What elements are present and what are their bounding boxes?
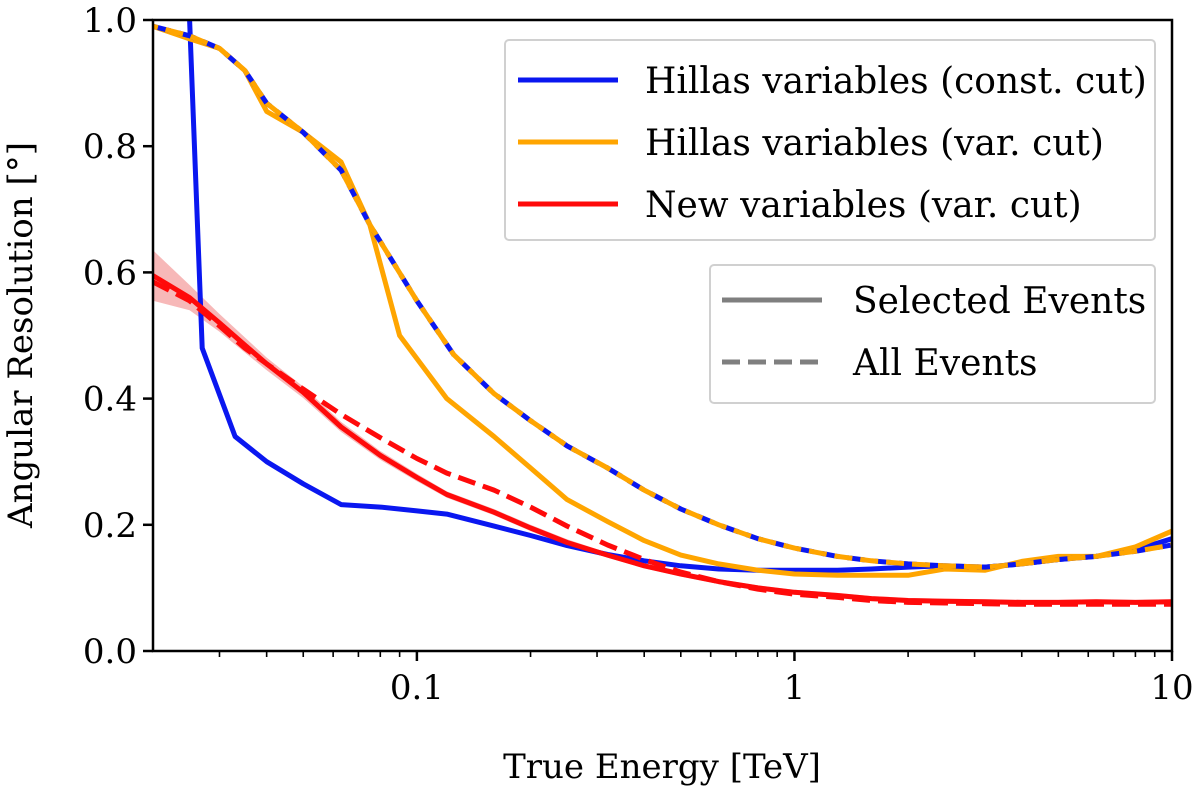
tick-layer: 0.0 0.2 0.4 0.6 0.8 1.0 0.1 1 10 bbox=[83, 1, 1194, 708]
plot-frame bbox=[151, 18, 1174, 653]
y-axis-label: Angular Resolution [°] bbox=[1, 142, 41, 529]
x-tick-label: 0.1 bbox=[390, 668, 444, 708]
y-tick-label: 0.6 bbox=[83, 253, 137, 293]
legend-styles: Selected Events All Events bbox=[709, 264, 1156, 404]
x-tick-label: 10 bbox=[1150, 668, 1193, 708]
legend-style-label: All Events bbox=[852, 343, 1038, 384]
y-tick-label: 1.0 bbox=[83, 1, 137, 41]
x-axis-label: True Energy [TeV] bbox=[503, 747, 821, 787]
legend-methods: Hillas variables (const. cut) Hillas vari… bbox=[504, 39, 1156, 241]
y-tick-label: 0.8 bbox=[83, 127, 137, 167]
new-var-all-events-line bbox=[153, 279, 1172, 607]
y-tick-label: 0.2 bbox=[83, 506, 137, 546]
y-tick-label: 0.4 bbox=[83, 380, 137, 420]
legend-method-label: Hillas variables (const. cut) bbox=[645, 61, 1147, 102]
legend-methods-box bbox=[504, 39, 1156, 241]
legend-method-label: Hillas variables (var. cut) bbox=[645, 123, 1104, 164]
x-tick-label: 1 bbox=[784, 668, 806, 708]
series-layer bbox=[153, 20, 1172, 607]
hillas-var-all-events-line bbox=[153, 23, 1172, 570]
legend-style-label: Selected Events bbox=[853, 281, 1146, 322]
legend-method-label: New variables (var. cut) bbox=[645, 185, 1082, 226]
y-tick-label: 0.0 bbox=[83, 632, 137, 672]
